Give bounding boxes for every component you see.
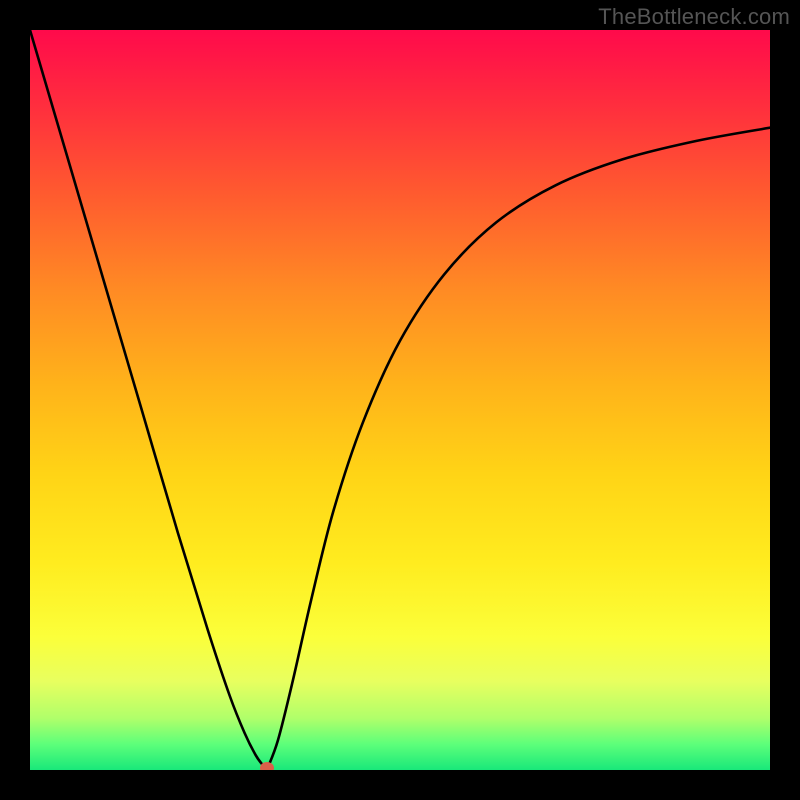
curve-right-branch: [267, 128, 770, 770]
curve-left-branch: [30, 30, 267, 770]
minimum-marker: [260, 762, 274, 770]
plot-area: [30, 30, 770, 770]
chart-frame: TheBottleneck.com: [0, 0, 800, 800]
bottleneck-curve: [30, 30, 770, 770]
watermark-text: TheBottleneck.com: [598, 4, 790, 30]
